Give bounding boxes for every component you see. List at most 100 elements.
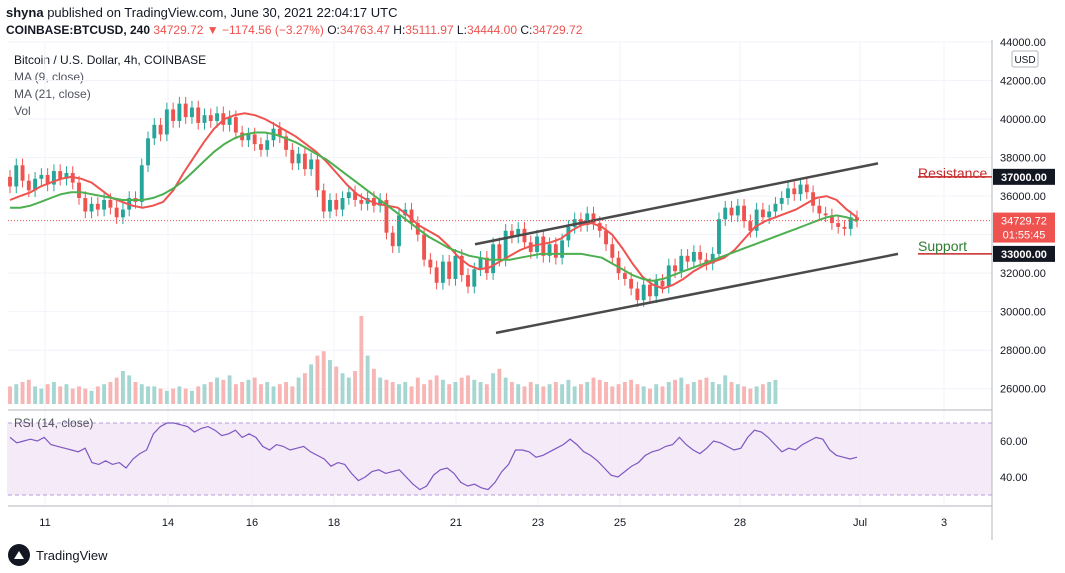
volume-bar [158, 388, 163, 404]
volume-bar [466, 375, 470, 404]
volume-bar [459, 377, 464, 404]
y-tick-label: 30000.00 [1000, 307, 1046, 319]
volume-bar [434, 375, 439, 404]
candle-body [453, 255, 458, 279]
volume-bar [447, 384, 452, 404]
volume-bar [710, 382, 715, 404]
volume-bar [271, 386, 276, 404]
volume-bar [290, 386, 295, 404]
volume-bar [535, 384, 539, 404]
last-price: 34729.72 [153, 23, 204, 37]
resistance-label: Resistance [918, 165, 987, 181]
x-tick-label: 25 [614, 517, 626, 529]
volume-bar [509, 382, 514, 404]
volume-bar [114, 377, 119, 404]
candle-body [208, 115, 213, 121]
low-label: L: [456, 23, 467, 37]
candle-body [26, 180, 31, 191]
candle-body [215, 113, 219, 121]
volume-bar [265, 382, 270, 404]
grid [8, 41, 992, 506]
legend-ma21[interactable]: MA (21, close) [14, 87, 91, 101]
candle-body [302, 153, 307, 170]
x-tick-label: 3 [941, 517, 947, 529]
candle-body [604, 230, 608, 245]
candle-body [277, 128, 282, 137]
volume-bar [77, 386, 81, 404]
volume-bar [754, 386, 759, 404]
volume-bar [233, 384, 238, 404]
candle-body [83, 198, 88, 212]
rsi-legend[interactable]: RSI (14, close) [14, 416, 93, 430]
candle-body [384, 199, 389, 233]
x-tick-label: 18 [328, 517, 340, 529]
volume-bar [660, 386, 665, 404]
candle-body [742, 205, 747, 222]
volume-bar [717, 384, 721, 404]
ma9-line [9, 112, 858, 290]
candle-body [296, 153, 301, 164]
candle-body [616, 257, 621, 274]
volume-bar [365, 355, 370, 404]
moving-averages [9, 112, 858, 290]
candle-body [114, 207, 119, 218]
y-tick-label: 36000.00 [1000, 191, 1046, 203]
candle-body [547, 244, 552, 256]
y-tick-label: 32000.00 [1000, 268, 1046, 280]
volume-bar [648, 388, 652, 404]
candle-body [484, 257, 489, 274]
volume-bar [246, 379, 251, 404]
volume-bar [491, 373, 496, 404]
currency-button[interactable]: USD [1011, 50, 1039, 68]
indicator-legend: Bitcoin / U.S. Dollar, 4h, COINBASE MA (… [14, 52, 206, 120]
volume-bar [516, 384, 521, 404]
candle-body [95, 203, 100, 210]
ohlc-line: COINBASE:BTCUSD, 240 34729.72 ▼ −1174.56… [6, 23, 582, 37]
legend-vol[interactable]: Vol [14, 104, 31, 118]
candle-body [679, 255, 684, 272]
candle-body [290, 149, 295, 164]
candle-body [334, 199, 339, 210]
volume-bar [397, 384, 401, 404]
candle-body [196, 107, 201, 123]
volume-bar [33, 386, 38, 404]
volume-bar [773, 379, 778, 404]
level-tag: 37000.00 [1001, 172, 1047, 184]
candle-body [585, 213, 590, 225]
volume-bar [610, 386, 615, 404]
volume-bar [478, 382, 483, 404]
legend-title: Bitcoin / U.S. Dollar, 4h, COINBASE [14, 53, 207, 67]
volume-bar [70, 388, 75, 404]
volume-bar [422, 384, 427, 404]
volume-bar [390, 382, 395, 404]
volume-bar [629, 379, 634, 404]
rsi-pane [8, 422, 992, 496]
volume-bar [729, 382, 734, 404]
candle-body [792, 188, 797, 195]
candle-body [89, 203, 94, 212]
candle-body [654, 280, 659, 297]
candle-body [321, 190, 326, 212]
footer: TradingView [8, 544, 108, 566]
candle-body [171, 109, 176, 121]
low-value: 34444.00 [466, 23, 517, 37]
author-name[interactable]: shyna [6, 5, 44, 20]
candle-body [447, 261, 452, 279]
candle-body [829, 215, 834, 224]
down-arrow-icon: ▼ [206, 23, 219, 37]
volume-bar [685, 384, 690, 404]
brand-name[interactable]: TradingView [36, 547, 108, 563]
price-change: −1174.56 (−3.27%) [222, 23, 324, 37]
volume-bar [89, 390, 94, 404]
candle-body [120, 209, 125, 218]
volume-bar [259, 384, 263, 404]
candle-body [177, 103, 182, 121]
volume-bar [472, 379, 477, 404]
candle-body [346, 192, 351, 199]
candle-body [8, 176, 12, 187]
volume-bar [641, 386, 646, 404]
candle-body [390, 232, 395, 247]
last-price-tag: 34729.72 [1001, 216, 1047, 228]
candle-body [823, 213, 828, 216]
